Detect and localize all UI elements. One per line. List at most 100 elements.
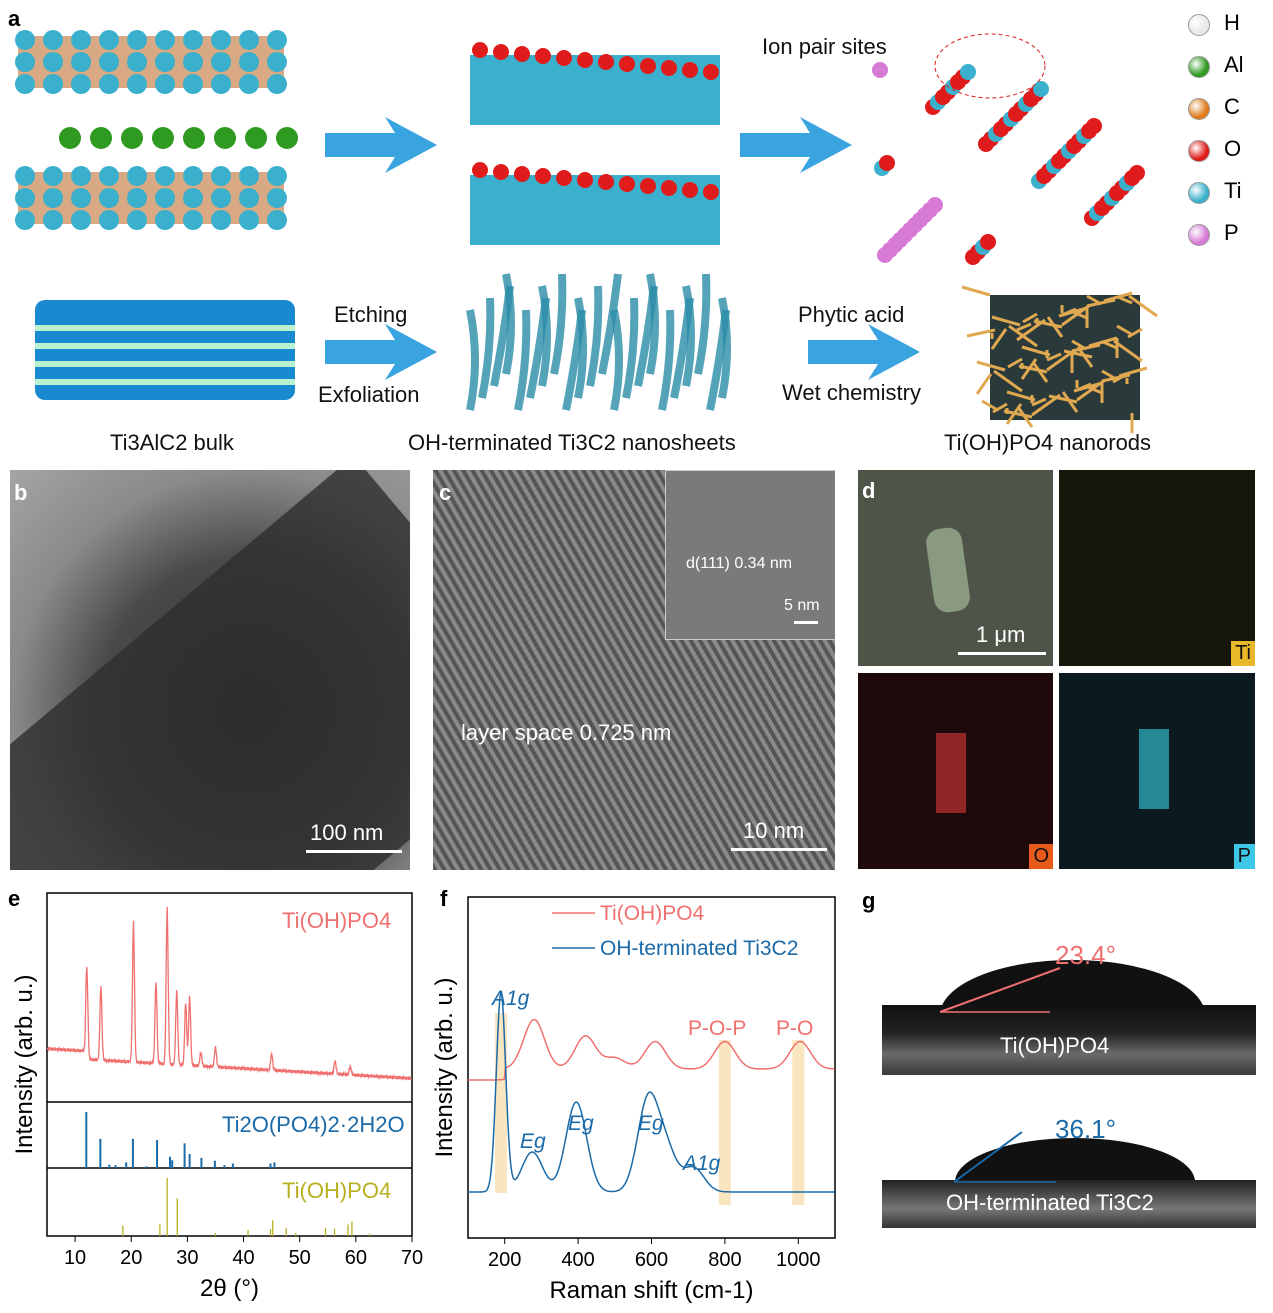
ti-atom <box>43 210 63 230</box>
nanosheet <box>502 273 515 375</box>
nanorod <box>1031 361 1049 383</box>
ti-atom <box>155 166 175 186</box>
nanorod <box>1071 343 1101 353</box>
nanorod <box>1118 366 1148 378</box>
sheet <box>470 55 720 125</box>
o-atom <box>577 172 593 188</box>
bulk-stripe <box>35 379 295 385</box>
element-legend: H Al C O Ti P <box>1188 10 1268 270</box>
ti-atom <box>211 74 231 94</box>
nanorod <box>1006 390 1036 402</box>
panel-a-schematic <box>15 30 1158 433</box>
nanorod <box>1063 349 1093 359</box>
network-atom <box>1086 118 1102 134</box>
nanosheet <box>550 273 567 375</box>
highlight-band <box>718 1040 731 1205</box>
step2-bottom-label: Wet chemistry <box>782 380 921 405</box>
nanosheet <box>658 309 675 411</box>
scale-bar-c <box>731 848 827 851</box>
network-atom <box>927 197 943 213</box>
tangent-line-1 <box>939 967 1061 1013</box>
y-axis-label: Intensity (arb. u.) <box>431 977 458 1157</box>
ti-atom <box>99 210 119 230</box>
nanosheet <box>478 297 495 399</box>
ti-atom <box>15 210 35 230</box>
series-label: Ti(OH)PO4 <box>282 1178 391 1203</box>
droplet-image-1: Ti(OH)PO4 <box>882 1005 1256 1075</box>
droplet-image-2: OH-terminated Ti3C2 <box>882 1180 1256 1228</box>
ion-pair-label: Ion pair sites <box>762 34 887 59</box>
panel-label-e: e <box>8 886 20 911</box>
ti-atom <box>127 166 147 186</box>
highlight-band <box>792 1040 805 1205</box>
x-tick-label: 800 <box>708 1249 741 1271</box>
network-atom <box>872 62 888 78</box>
x-tick-label: 600 <box>635 1249 668 1271</box>
nanorod <box>1016 406 1034 428</box>
legend-item-h: H <box>1188 10 1268 40</box>
ti-atom <box>239 74 259 94</box>
o-atom <box>577 52 593 68</box>
o-atom <box>493 44 509 60</box>
scale-label-d: 1 μm <box>976 622 1026 647</box>
o-atom <box>472 162 488 178</box>
arrow-icon <box>325 117 437 173</box>
al-atom <box>59 127 81 149</box>
panel-label-d: d <box>862 478 876 503</box>
nanorod <box>975 373 993 395</box>
scale-bar-b <box>306 850 402 853</box>
al-atom <box>90 127 112 149</box>
legend-item-al: Al <box>1188 52 1268 82</box>
nanosheet <box>694 273 711 375</box>
legend-label: Ti(OH)PO4 <box>600 902 705 925</box>
o-atom <box>703 64 719 80</box>
ti-atom <box>211 210 231 230</box>
ti-atom <box>267 52 287 72</box>
ti-atom <box>15 74 35 94</box>
hrtem-image-c: c d(111) 0.34 nm 5 nm layer space 0.725 … <box>433 470 835 870</box>
peak-annotation: P-O-P <box>688 1017 746 1040</box>
caption-nanosheets: OH-terminated Ti3C2 nanosheets <box>408 430 736 455</box>
ti-atom <box>99 74 119 94</box>
plot-frame-e <box>46 892 413 1237</box>
nanorod <box>1046 316 1064 338</box>
legend-item-p: P <box>1188 220 1268 250</box>
legend-label: O <box>1224 136 1242 161</box>
ti-atom <box>239 210 259 230</box>
ti3c2-layer-top <box>15 30 287 94</box>
legend-label: Al <box>1224 52 1244 77</box>
nanorod <box>1101 373 1131 383</box>
atom-swatch <box>1188 98 1210 120</box>
ti-atom <box>127 30 147 50</box>
ti-atom <box>127 52 147 72</box>
scale-bar-d <box>958 652 1046 655</box>
bulk-stripe <box>35 325 295 331</box>
ti-atom <box>267 188 287 208</box>
nanorod <box>1007 357 1023 369</box>
contact-angle-2: 36.1° <box>1055 1114 1117 1144</box>
angle-lines <box>939 967 1061 1183</box>
caption-nanorods: Ti(OH)PO4 nanorods <box>944 430 1152 455</box>
peak-annotation: Eg <box>638 1112 664 1135</box>
scale-label-c: 10 nm <box>743 818 805 843</box>
o-atom <box>472 42 488 58</box>
x-tick-label: 40 <box>232 1247 254 1269</box>
x-tick-label: 60 <box>345 1247 367 1269</box>
ti-atom <box>99 52 119 72</box>
o-atom <box>535 168 551 184</box>
nanorod <box>1016 322 1032 332</box>
nanorod <box>1086 298 1116 308</box>
x-axis-label: 2θ (°) <box>200 1275 259 1302</box>
nanorod <box>1087 385 1103 395</box>
o-atom <box>682 62 698 78</box>
ti-atom <box>127 74 147 94</box>
tem-image-b: b 100 nm <box>10 470 410 870</box>
element-tag-ti: Ti <box>1231 641 1255 666</box>
nanorod <box>1046 352 1062 362</box>
ti-atom <box>71 188 91 208</box>
sheet <box>470 175 720 245</box>
ti-atom <box>155 210 175 230</box>
bulk-stripe <box>35 343 295 349</box>
panel-label-c: c <box>439 480 452 505</box>
